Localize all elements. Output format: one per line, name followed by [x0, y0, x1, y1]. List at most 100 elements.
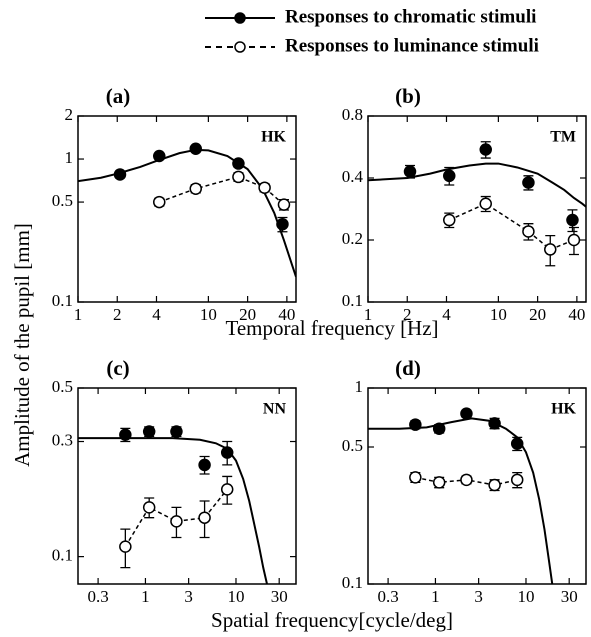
x-tick-label: 40 [278, 305, 295, 324]
x-tick-label: 3 [474, 587, 483, 606]
x-tick-label: 2 [113, 305, 122, 324]
y-tick-label: 0.8 [342, 105, 363, 124]
x-tick-label: 4 [442, 305, 451, 324]
data-point [170, 425, 183, 438]
data-point [189, 182, 202, 195]
data-point [119, 540, 132, 553]
data-point [566, 213, 579, 227]
data-point [153, 195, 166, 209]
data-point [510, 473, 524, 487]
legend-marker [234, 12, 246, 24]
y-tick-label: 0.4 [342, 167, 364, 186]
panel-label: (c) [106, 356, 129, 380]
x-tick-label: 20 [529, 305, 546, 324]
x-tick-label: 10 [490, 305, 507, 324]
connecting-line [158, 176, 285, 206]
x-tick-label: 30 [271, 587, 288, 606]
data-point [443, 213, 456, 227]
legend-label: Responses to chromatic stimuli [285, 6, 536, 27]
data-point [432, 422, 446, 435]
x-tick-label: 10 [200, 305, 217, 324]
data-point [198, 511, 211, 524]
data-point [403, 165, 417, 178]
data-point [479, 143, 492, 156]
subject-label: HK [261, 129, 286, 146]
x-axis-label: Temporal frequency [Hz] [225, 316, 438, 340]
data-point [488, 417, 501, 430]
plot-area [368, 407, 554, 584]
fit-curve [78, 437, 268, 584]
data-point [460, 473, 473, 487]
x-tick-label: 40 [568, 305, 585, 324]
data-point [409, 418, 422, 431]
x-tick-label: 0.3 [377, 587, 398, 606]
x-tick-label: 1 [364, 305, 373, 324]
panel-label: (b) [395, 84, 421, 108]
plot-area [368, 141, 586, 267]
plot-frame [77, 115, 297, 303]
x-tick-label: 1 [141, 587, 150, 606]
y-tick-label: 0.5 [52, 191, 73, 210]
data-point [522, 176, 535, 189]
y-tick-label: 0.1 [52, 546, 73, 565]
subject-label: HK [551, 401, 576, 418]
data-point [258, 181, 271, 194]
y-tick-label: 0.1 [342, 291, 363, 310]
fit-curve [78, 148, 296, 278]
legend-label: Responses to luminance stimuli [285, 35, 539, 56]
y-tick-label: 0.5 [52, 377, 73, 396]
legend-marker [234, 41, 246, 53]
y-tick-label: 2 [65, 105, 74, 124]
x-tick-label: 1 [74, 305, 83, 324]
data-point [142, 425, 156, 438]
panel-label: (d) [395, 356, 421, 380]
connecting-line [124, 488, 228, 548]
data-point [198, 458, 211, 472]
x-axis-label: Spatial frequency[cycle/deg] [211, 608, 453, 632]
data-point [142, 501, 156, 514]
x-tick-label: 0.3 [87, 587, 108, 606]
data-point [232, 170, 245, 184]
data-point [220, 483, 234, 496]
data-point [113, 168, 127, 181]
plot-frame [77, 387, 297, 585]
plot-area [78, 142, 296, 278]
y-tick-label: 0.1 [342, 573, 363, 592]
fit-curve [368, 162, 586, 208]
data-point [460, 407, 473, 420]
data-point [232, 157, 245, 170]
data-point [119, 428, 132, 442]
x-tick-label: 1 [431, 587, 440, 606]
connecting-line [448, 202, 575, 251]
y-tick-label: 0.5 [342, 436, 363, 455]
x-tick-label: 3 [184, 587, 193, 606]
y-tick-label: 1 [355, 377, 364, 396]
data-point [276, 217, 289, 231]
data-point [153, 149, 166, 163]
panel-label: (a) [106, 84, 131, 108]
data-point [567, 233, 581, 247]
y-tick-label: 1 [65, 148, 74, 167]
y-tick-label: 0.3 [52, 430, 73, 449]
x-tick-label: 20 [239, 305, 256, 324]
data-point [189, 142, 202, 156]
data-point [488, 478, 501, 492]
y-tick-label: 0.1 [52, 291, 73, 310]
data-point [522, 225, 535, 238]
x-tick-label: 4 [152, 305, 161, 324]
plot-area [78, 425, 268, 584]
plot-frame [367, 387, 587, 585]
data-point [220, 446, 234, 459]
y-axis-label: Amplitude of the pupil [mm] [10, 223, 34, 467]
x-tick-label: 30 [561, 587, 578, 606]
data-point [443, 169, 456, 183]
data-point [170, 515, 183, 528]
data-point [544, 243, 557, 256]
data-point [409, 471, 422, 484]
data-point [510, 437, 524, 450]
subject-label: NN [263, 401, 287, 418]
data-point [479, 197, 492, 210]
data-point [432, 476, 446, 489]
y-tick-label: 0.2 [342, 229, 363, 248]
